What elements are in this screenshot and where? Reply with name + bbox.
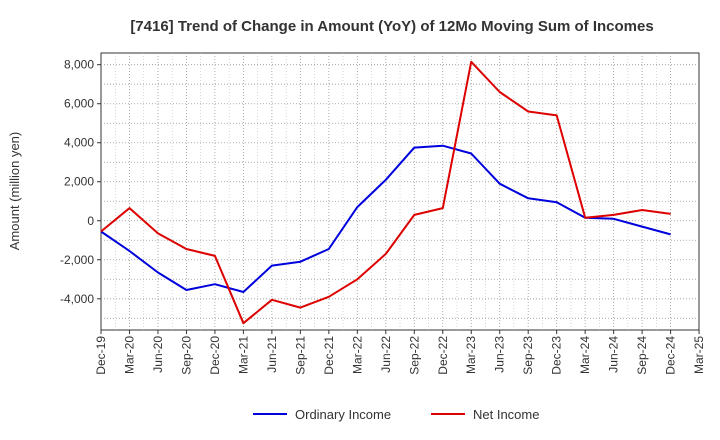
y-axis-ticks: -4,000 -2,000 0 2,000 4,000 6,000 8,000 — [60, 58, 101, 306]
x-tick-label: Dec-19 — [94, 336, 108, 375]
x-tick-label: Jun-20 — [151, 336, 165, 373]
x-tick-label: Sep-24 — [635, 336, 649, 375]
series-line-net-income — [100, 60, 671, 325]
series-lines — [100, 60, 671, 325]
x-tick-label: Sep-20 — [179, 336, 193, 375]
y-tick-label: 2,000 — [64, 175, 94, 189]
y-tick-label: -4,000 — [60, 292, 94, 306]
x-tick-label: Jun-24 — [607, 336, 621, 373]
chart-title: [7416] Trend of Change in Amount (YoY) o… — [130, 18, 653, 35]
y-axis-label: Amount (million yen) — [7, 132, 22, 251]
x-tick-label: Mar-20 — [122, 336, 136, 374]
y-tick-label: -2,000 — [60, 253, 94, 267]
y-tick-label: 4,000 — [64, 136, 94, 150]
legend-label: Net Income — [473, 407, 539, 422]
x-axis-ticks: Dec-19 Mar-20 Jun-20 Sep-20 Dec-20 Mar-21 Jun-… — [94, 330, 706, 375]
x-tick-label: Dec-20 — [208, 336, 222, 375]
x-tick-label: Jun-22 — [379, 336, 393, 373]
x-tick-label: Dec-22 — [436, 336, 450, 375]
x-tick-label: Mar-24 — [578, 336, 592, 374]
x-tick-label: Dec-23 — [550, 336, 564, 375]
x-tick-label: Jun-23 — [493, 336, 507, 373]
x-tick-label: Sep-22 — [407, 336, 421, 375]
x-tick-label: Mar-21 — [236, 336, 250, 374]
x-tick-label: Sep-21 — [293, 336, 307, 375]
x-tick-label: Dec-21 — [322, 336, 336, 375]
y-tick-label: 6,000 — [64, 97, 94, 111]
x-tick-label: Mar-25 — [692, 336, 706, 374]
legend-label: Ordinary Income — [295, 407, 391, 422]
x-tick-label: Jun-21 — [265, 336, 279, 373]
series-line-ordinary-income — [100, 144, 671, 293]
x-tick-label: Dec-24 — [664, 336, 678, 375]
y-tick-label: 8,000 — [64, 58, 94, 72]
x-tick-label: Mar-22 — [350, 336, 364, 374]
legend: Ordinary Income Net Income — [253, 407, 539, 422]
x-tick-label: Mar-23 — [464, 336, 478, 374]
x-tick-label: Sep-23 — [521, 336, 535, 375]
grid-lines — [101, 53, 699, 330]
y-tick-label: 0 — [87, 214, 94, 228]
